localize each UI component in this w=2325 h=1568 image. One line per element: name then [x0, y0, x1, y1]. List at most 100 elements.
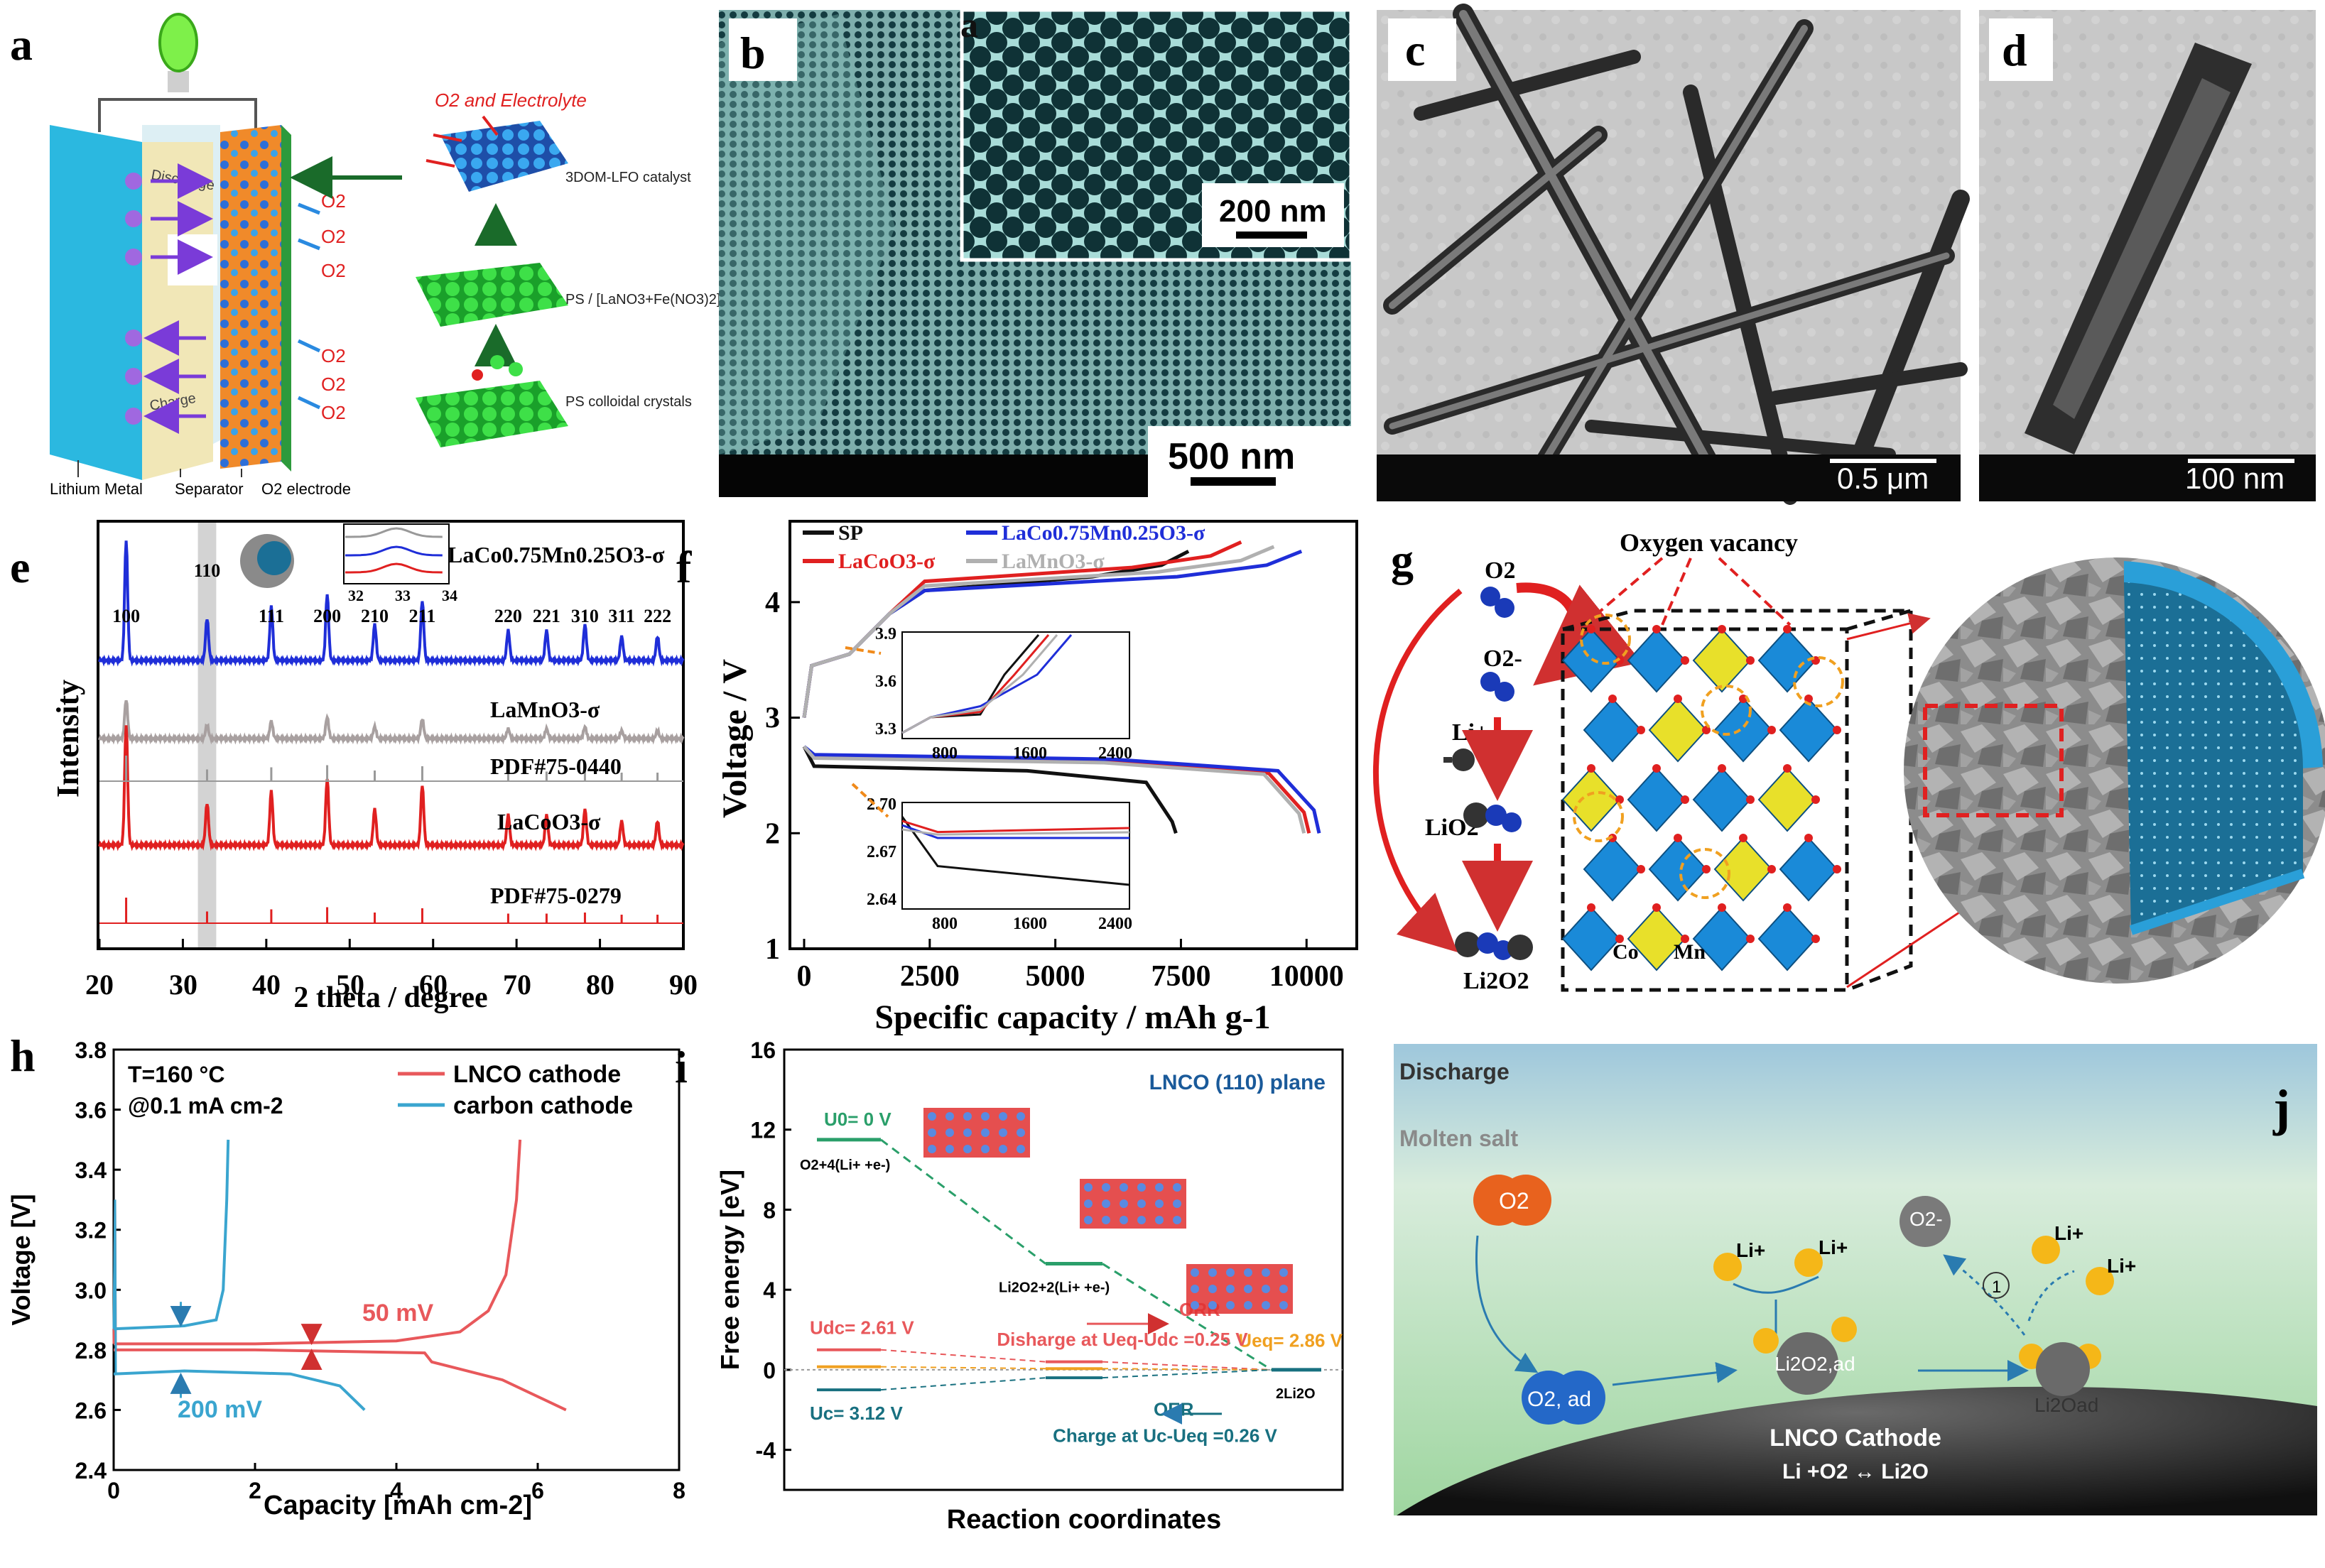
- oxygen-atom: [1615, 935, 1624, 943]
- panel-g-letter: g: [1391, 535, 1414, 585]
- perovskite-structure: Co Mn: [1561, 609, 1913, 992]
- vacancy-marker: [1573, 791, 1624, 842]
- ueq-label: Ueq= 2.86 V: [1238, 1330, 1343, 1351]
- slab-atom: [1084, 1216, 1093, 1224]
- octahedron: [1779, 697, 1838, 763]
- h-x-label: Capacity [mAh cm-2]: [264, 1491, 532, 1520]
- gdc-plot-content: 1 2 3 4 0 2500 5000 7500 10000 SP LaCoO3-σ LaCo0.75…: [765, 521, 1344, 993]
- octahedron: [1583, 697, 1642, 763]
- slab-atom: [1244, 1285, 1252, 1293]
- li2o2-adsorbed: Li2O2,ad: [1753, 1317, 1857, 1395]
- scale-bar-main: [1191, 477, 1276, 486]
- inset-y-tick: 2.64: [867, 891, 896, 909]
- slab-atom: [1173, 1183, 1181, 1192]
- slab-atom: [945, 1112, 954, 1121]
- peak-label: 222: [644, 606, 671, 626]
- h-condition-current: @0.1 mA cm-2: [128, 1093, 283, 1118]
- oxygen-atom: [1674, 834, 1682, 842]
- octahedron: [1627, 906, 1686, 971]
- oxygen-atom: [1783, 903, 1792, 912]
- y-tick-label: 1: [765, 933, 780, 966]
- y-tick-label: -4: [756, 1438, 776, 1464]
- panel-b-letter: b: [740, 28, 766, 78]
- oxygen-atom: [1811, 935, 1820, 943]
- o2-flow-labels: O2 O2 O2 O2 O2 O2: [297, 190, 346, 423]
- slab-atom: [928, 1112, 936, 1121]
- slab-atom: [1208, 1285, 1217, 1293]
- x-tick-label: 4: [390, 1478, 403, 1503]
- discharge-curve: [803, 745, 1306, 834]
- slab-atom: [1155, 1199, 1164, 1208]
- octahedron: [1757, 906, 1817, 971]
- annotation-200mv: 200 mV: [178, 1396, 262, 1423]
- h-y-label: Voltage [V]: [6, 1194, 36, 1325]
- svg-text:O2, ad: O2, ad: [1527, 1388, 1591, 1411]
- inset-x-tick: 800: [932, 744, 958, 763]
- octahedron: [1561, 906, 1621, 971]
- oxygen-atom: [1608, 695, 1617, 703]
- ps-crystals-label: PS colloidal crystals: [565, 394, 692, 410]
- slab-atom: [999, 1112, 1007, 1121]
- panel-f-letter: f: [676, 542, 692, 592]
- legend-label: LaMnO3-σ: [1002, 550, 1105, 573]
- xrd-plot-frame: [97, 520, 685, 950]
- y-tick-label: 0: [763, 1358, 776, 1383]
- oxygen-atom: [1587, 764, 1595, 773]
- separator: [142, 142, 213, 480]
- o2-molecule: O2: [1473, 1175, 1551, 1226]
- slab-atom: [1120, 1216, 1128, 1224]
- x-tick-label: 5000: [1026, 960, 1085, 993]
- octahedron: [1757, 628, 1817, 693]
- slab-atom: [1226, 1285, 1235, 1293]
- potential-connector: [1102, 1361, 1272, 1371]
- o2-adsorbed: O2, ad: [1522, 1371, 1605, 1425]
- octahedron: [1692, 767, 1752, 832]
- i-plot-frame: [783, 1048, 1344, 1491]
- vacancy-marker: [1793, 656, 1844, 707]
- inset-peak: [345, 545, 443, 557]
- slab-atom: [1137, 1199, 1146, 1208]
- svg-text:Li+: Li+: [2107, 1255, 2136, 1277]
- slab-atom: [945, 1145, 954, 1153]
- slab-atom: [1279, 1301, 1288, 1310]
- slab-atom: [1120, 1183, 1128, 1192]
- potential-connector: [880, 1366, 1046, 1370]
- inset-y-tick: 3.9: [875, 625, 896, 643]
- slab-atom: [963, 1145, 972, 1153]
- scale-bar-c: [1830, 459, 1936, 463]
- peak-label: 200: [313, 606, 341, 626]
- inset-peak: [345, 527, 443, 538]
- oxygen-atom: [1746, 935, 1755, 943]
- xrd-x-tick: 60: [419, 969, 448, 1001]
- svg-text:Co: Co: [1613, 940, 1639, 964]
- scale-bar-d: [2188, 459, 2294, 463]
- gdc-y-label: Voltage / V: [716, 659, 754, 818]
- svg-text:Li2Oad: Li2Oad: [2034, 1394, 2098, 1416]
- li2o-adsorbed: Li2Oad: [2019, 1342, 2101, 1416]
- slab-atom: [1017, 1128, 1025, 1137]
- y-tick-label: 3.6: [75, 1098, 107, 1123]
- svg-text:O2: O2: [321, 226, 346, 247]
- state-label: O2+4(Li+ +e-): [800, 1158, 890, 1173]
- panel-a-letter: a: [10, 19, 33, 70]
- slab-atom: [1226, 1268, 1235, 1277]
- oxygen-atom: [1804, 695, 1813, 703]
- slab-atom: [1017, 1145, 1025, 1153]
- state-label: Li2O2+2(Li+ +e-): [999, 1280, 1110, 1296]
- peak-label: 221: [533, 606, 560, 626]
- oxygen-atom: [1615, 795, 1624, 804]
- charge-curve: [113, 1139, 230, 1331]
- j-discharge-label: Discharge: [1399, 1059, 1510, 1084]
- reference-label: PDF#75-0440: [490, 753, 622, 779]
- oxygen-atom: [1767, 726, 1776, 734]
- panel-h: h 2.4 2.6 2.8 3.0 3.2 3.4 3.6 3.8 0 2 4 6 8 LNCO cath…: [6, 1030, 685, 1520]
- slab-atom: [1244, 1301, 1252, 1310]
- scale-bar-inset: [1236, 232, 1307, 239]
- inset-x-tick: 1600: [1013, 744, 1047, 763]
- catalyst-3dom: [440, 121, 568, 192]
- oxygen-atom: [1767, 865, 1776, 873]
- xrd-series-line: [98, 725, 685, 851]
- legend-label: LNCO cathode: [453, 1061, 621, 1088]
- slab-atom: [1226, 1301, 1235, 1310]
- slab-atom: [1102, 1216, 1110, 1224]
